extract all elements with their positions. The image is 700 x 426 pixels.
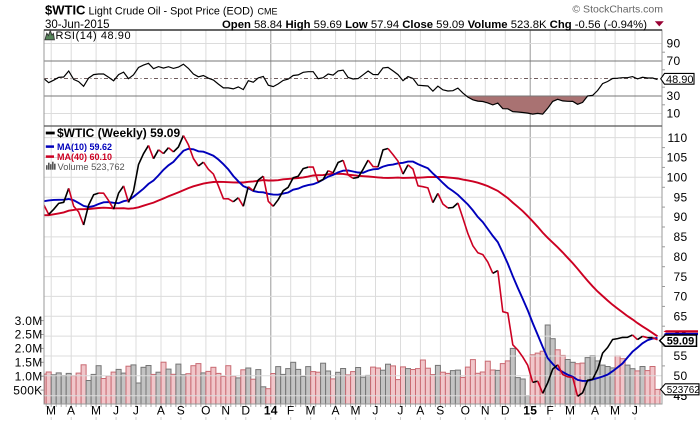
svg-text:$WTIC (Weekly) 59.09: $WTIC (Weekly) 59.09 [57, 126, 180, 140]
svg-text:Volume 523,762: Volume 523,762 [58, 162, 125, 172]
svg-text:S: S [177, 404, 185, 418]
svg-text:110: 110 [667, 131, 687, 145]
svg-text:J: J [632, 404, 638, 418]
svg-text:523762: 523762 [667, 385, 700, 396]
svg-text:15: 15 [523, 404, 537, 418]
svg-text:70: 70 [667, 54, 681, 68]
svg-text:85: 85 [674, 230, 688, 244]
svg-text:RSI(14) 48.90: RSI(14) 48.90 [56, 30, 132, 42]
svg-text:30: 30 [667, 89, 681, 103]
svg-text:30-Jun-2015: 30-Jun-2015 [45, 19, 110, 31]
svg-text:A: A [331, 404, 339, 418]
svg-text:J: J [397, 404, 403, 418]
svg-text:F: F [287, 404, 295, 418]
svg-text:M: M [306, 404, 316, 418]
svg-text:2.5M: 2.5M [15, 328, 43, 342]
svg-text:Light Crude Oil - Spot Price (: Light Crude Oil - Spot Price (EOD) [89, 6, 254, 18]
svg-text:O: O [461, 404, 471, 418]
svg-text:J: J [133, 404, 139, 418]
svg-text:2.0M: 2.0M [15, 342, 43, 356]
svg-text:500K: 500K [13, 383, 42, 397]
svg-text:59.09: 59.09 [667, 336, 695, 348]
svg-text:A: A [67, 404, 75, 418]
svg-text:M: M [565, 404, 575, 418]
svg-text:O: O [201, 404, 211, 418]
svg-text:65: 65 [674, 310, 688, 324]
svg-text:48.90: 48.90 [666, 74, 694, 86]
svg-text:M: M [46, 404, 56, 418]
svg-text:80: 80 [674, 250, 688, 264]
svg-text:1.5M: 1.5M [15, 356, 43, 370]
svg-text:3.0M: 3.0M [15, 314, 43, 328]
svg-text:10: 10 [667, 107, 681, 121]
svg-text:N: N [481, 404, 490, 418]
svg-text:M: M [350, 404, 360, 418]
svg-text:J: J [113, 404, 119, 418]
svg-text:90: 90 [674, 210, 688, 224]
svg-text:50: 50 [674, 369, 688, 383]
svg-text:© StockCharts.com: © StockCharts.com [572, 3, 663, 15]
svg-text:70: 70 [674, 290, 688, 304]
svg-text:MA(10) 59.62: MA(10) 59.62 [57, 142, 112, 152]
svg-text:105: 105 [667, 151, 688, 165]
svg-text:A: A [416, 404, 424, 418]
svg-text:M: M [610, 404, 620, 418]
svg-text:M: M [91, 404, 101, 418]
svg-text:F: F [546, 404, 554, 418]
svg-text:A: A [591, 404, 599, 418]
svg-text:14: 14 [264, 404, 278, 418]
svg-text:N: N [221, 404, 230, 418]
svg-text:J: J [372, 404, 378, 418]
svg-text:1.0M: 1.0M [15, 369, 43, 383]
svg-text:75: 75 [674, 270, 688, 284]
svg-text:95: 95 [674, 190, 688, 204]
svg-text:100: 100 [667, 171, 688, 185]
svg-text:S: S [436, 404, 444, 418]
svg-text:A: A [157, 404, 165, 418]
svg-text:D: D [241, 404, 250, 418]
svg-text:$WTIC: $WTIC [45, 3, 86, 18]
svg-text:CME: CME [258, 7, 278, 17]
svg-text:55: 55 [674, 349, 688, 363]
svg-text:D: D [501, 404, 510, 418]
svg-text:90: 90 [667, 37, 681, 51]
svg-text:MA(40) 60.10: MA(40) 60.10 [57, 152, 112, 162]
svg-text:Open 58.84 High 59.69 Low 57.9: Open 58.84 High 59.69 Low 57.94 Close 59… [222, 19, 647, 31]
